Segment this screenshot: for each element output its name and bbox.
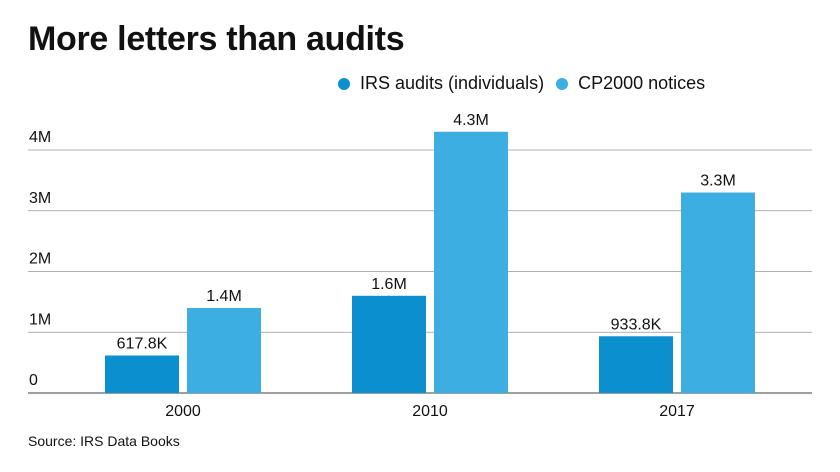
x-tick-label: 2017 bbox=[659, 403, 695, 420]
legend-swatch-notices bbox=[556, 77, 569, 90]
chart-legend: IRS audits (individuals) CP2000 notices bbox=[338, 73, 717, 94]
y-tick-label: 1M bbox=[29, 311, 51, 328]
source-note: Source: IRS Data Books bbox=[28, 433, 180, 449]
data-label-audits: 617.8K bbox=[117, 335, 168, 352]
chart-title: More letters than audits bbox=[28, 20, 405, 58]
bar-notices bbox=[187, 307, 261, 393]
legend-item-audits: IRS audits (individuals) bbox=[338, 73, 544, 94]
x-tick-label: 2010 bbox=[412, 403, 448, 420]
legend-swatch-audits bbox=[338, 77, 350, 90]
bar-notices bbox=[681, 192, 755, 393]
data-label-notices: 1.4M bbox=[206, 288, 242, 305]
data-label-notices: 3.3M bbox=[700, 173, 736, 190]
legend-label-notices: CP2000 notices bbox=[578, 73, 706, 93]
y-tick-label: 4M bbox=[29, 129, 51, 146]
y-tick-label: 3M bbox=[29, 190, 51, 207]
bar-notices bbox=[434, 131, 508, 393]
legend-item-notices: CP2000 notices bbox=[556, 73, 705, 94]
bar-audits bbox=[352, 295, 426, 393]
data-label-audits: 933.8K bbox=[611, 316, 662, 333]
data-label-audits: 1.6M bbox=[371, 276, 407, 293]
x-tick-label: 2000 bbox=[165, 403, 201, 420]
y-tick-label: 2M bbox=[29, 251, 51, 268]
bar-audits bbox=[105, 355, 179, 393]
data-label-notices: 4.3M bbox=[453, 112, 489, 129]
y-tick-label: 0 bbox=[29, 372, 38, 389]
legend-label-audits: IRS audits (individuals) bbox=[360, 73, 545, 93]
bar-audits bbox=[599, 336, 673, 393]
